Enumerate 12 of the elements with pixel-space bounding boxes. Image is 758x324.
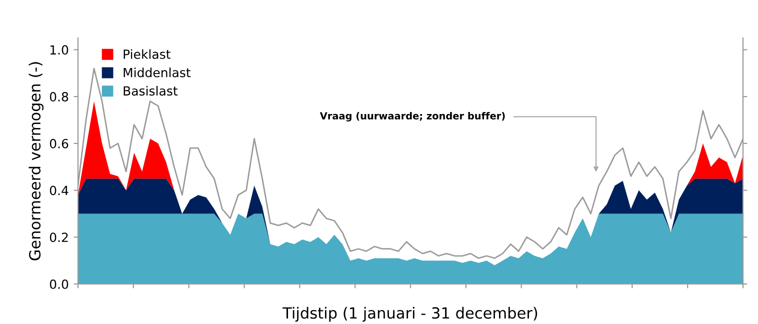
legend-label: Pieklast bbox=[124, 49, 170, 59]
y-tick-label: 0.6 bbox=[50, 138, 68, 148]
x-axis-title: Tijdstip (1 januari - 31 december) bbox=[282, 306, 538, 322]
legend-label: Basislast bbox=[124, 86, 178, 96]
y-tick-label: 0.2 bbox=[50, 232, 68, 242]
y-tick-label: 0.4 bbox=[50, 186, 68, 196]
y-tick-label: 0.8 bbox=[50, 92, 68, 102]
y-tick-label: 1.0 bbox=[50, 45, 68, 55]
annotation: Vraag (uurwaarde; zonder buffer) bbox=[320, 112, 505, 122]
y-tick-label: 0.0 bbox=[50, 279, 68, 289]
legend-label: Middenlast bbox=[124, 68, 191, 78]
y-axis-title: Genormeerd vermogen (-) bbox=[28, 62, 44, 260]
